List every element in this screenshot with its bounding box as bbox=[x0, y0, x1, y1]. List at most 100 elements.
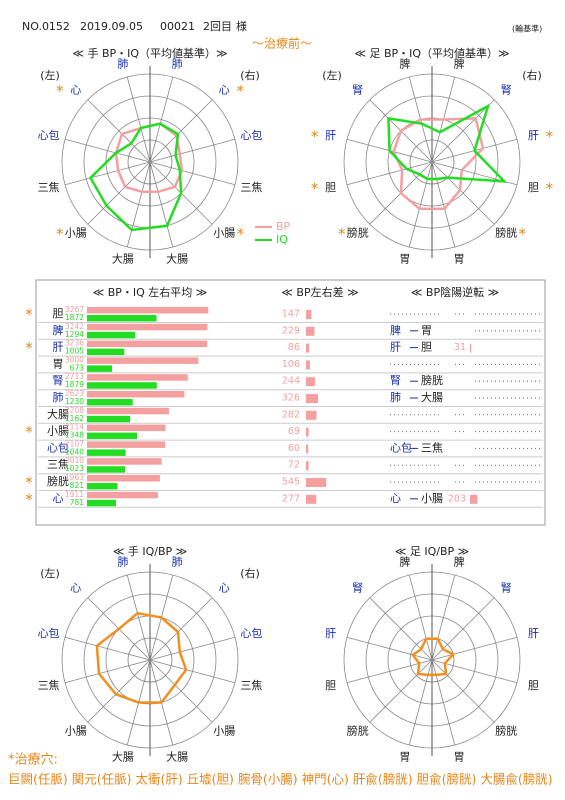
spoke bbox=[64, 659, 151, 684]
star: * bbox=[546, 180, 554, 198]
legend-label: BP bbox=[276, 220, 291, 233]
spoke bbox=[149, 636, 236, 661]
spoke bbox=[149, 597, 213, 661]
iq-value: 1294 bbox=[65, 330, 84, 339]
rev-to: 胆 bbox=[421, 341, 432, 354]
star: * bbox=[25, 306, 33, 324]
spoke-label: 胃 bbox=[454, 751, 465, 764]
meridian: 大腸 bbox=[47, 407, 69, 421]
rev-from: 脾 bbox=[390, 323, 401, 337]
legend-label: IQ bbox=[276, 233, 288, 246]
spoke-label: 小腸 bbox=[65, 724, 87, 737]
iq-value: 1005 bbox=[65, 347, 84, 356]
bp-value: 3267 bbox=[65, 305, 84, 314]
diff-value: 229 bbox=[282, 325, 300, 336]
diff-value: 244 bbox=[282, 376, 300, 387]
iq-value: 1230 bbox=[65, 397, 84, 406]
footer-label: *治療穴: bbox=[8, 753, 58, 768]
spoke-label: 心 bbox=[70, 84, 81, 97]
star: * bbox=[56, 225, 64, 243]
diff-value: 86 bbox=[288, 342, 300, 353]
spoke-label: 大腸 bbox=[166, 750, 188, 764]
iq-bar bbox=[87, 466, 125, 473]
series-line bbox=[95, 611, 188, 704]
diff-value: 326 bbox=[282, 393, 300, 404]
spoke bbox=[149, 659, 236, 684]
note: (輪基準) bbox=[512, 24, 542, 34]
left-label: (左) bbox=[40, 567, 60, 580]
diff-bar bbox=[306, 360, 310, 370]
spoke bbox=[149, 659, 213, 723]
spoke bbox=[126, 161, 151, 248]
bp-value: 2713 bbox=[65, 372, 84, 381]
right-label: (右) bbox=[240, 566, 260, 580]
diff-bar bbox=[306, 394, 319, 403]
spoke bbox=[408, 659, 433, 746]
right-label: (右) bbox=[522, 68, 542, 82]
bp-bar bbox=[87, 458, 162, 465]
spoke bbox=[408, 161, 433, 248]
spoke bbox=[431, 659, 495, 723]
spoke-label: 胆 bbox=[325, 679, 336, 692]
meridian: 胃 bbox=[53, 357, 64, 370]
spoke-label: 心 bbox=[219, 84, 230, 97]
table-frame bbox=[35, 279, 546, 526]
chart-title: ≪ 手 BP・IQ（平均値基準）≫ bbox=[72, 46, 227, 60]
star: * bbox=[546, 127, 554, 145]
iq-value: 673 bbox=[70, 363, 85, 372]
bp-value: 1963 bbox=[65, 473, 84, 482]
spoke-label: 肺 bbox=[117, 57, 128, 70]
star: * bbox=[518, 225, 526, 243]
diff-bar bbox=[306, 310, 312, 319]
spoke-label: 腎 bbox=[352, 84, 363, 97]
spoke-label: 肺 bbox=[117, 555, 128, 568]
diff-value: 282 bbox=[282, 409, 300, 420]
left-label: (左) bbox=[40, 69, 60, 82]
spoke bbox=[369, 659, 433, 723]
diff-value: 545 bbox=[282, 477, 300, 488]
bp-bar bbox=[87, 307, 209, 314]
rev-to: 三焦 bbox=[421, 441, 443, 454]
spoke bbox=[408, 574, 433, 661]
diff-value: 69 bbox=[288, 426, 300, 437]
bp-bar bbox=[87, 340, 208, 348]
date: 2019.09.05 bbox=[80, 20, 143, 33]
bp-value: 3242 bbox=[65, 322, 84, 331]
spoke bbox=[431, 99, 495, 163]
spoke bbox=[126, 76, 151, 163]
spoke-label: 大腸 bbox=[166, 252, 188, 266]
spoke bbox=[149, 161, 174, 248]
series-line bbox=[411, 637, 456, 677]
spoke-label: 胆 bbox=[325, 181, 336, 194]
iq-value: 1162 bbox=[65, 414, 84, 423]
spoke bbox=[431, 636, 518, 661]
rev-value: 31 bbox=[454, 342, 466, 353]
star: * bbox=[311, 127, 319, 145]
spoke-label: 脾 bbox=[399, 56, 410, 70]
chart-title: ≪ 足 BP・IQ（平均値基準）≫ bbox=[354, 46, 509, 60]
bp-value: 2114 bbox=[65, 423, 84, 432]
meridian: 小腸 bbox=[47, 425, 69, 438]
bp-bar bbox=[87, 441, 166, 448]
patient-id: 00021 bbox=[160, 20, 195, 33]
spoke bbox=[87, 99, 151, 163]
footer-points: 巨闕(任脈) 関元(任脈) 太衝(肝) 丘墟(胆) 腕骨(小腸) 神門(心) 肝… bbox=[8, 772, 553, 787]
spoke bbox=[431, 597, 495, 661]
spoke-label: 心 bbox=[219, 582, 230, 595]
meridian: 胆 bbox=[53, 307, 64, 320]
spoke-label: 腎 bbox=[501, 582, 512, 595]
spoke-label: 膀胱 bbox=[347, 723, 369, 737]
spoke-label: 膀胱 bbox=[495, 723, 517, 737]
diff-bar bbox=[306, 444, 309, 454]
bp-bar bbox=[87, 491, 158, 499]
iq-bar bbox=[87, 415, 131, 423]
spoke bbox=[346, 636, 433, 661]
spoke-label: 三焦 bbox=[38, 181, 60, 194]
rev-to: 胃 bbox=[421, 324, 432, 337]
spoke-label: 心包 bbox=[38, 627, 60, 640]
diff-value: 277 bbox=[282, 493, 300, 504]
diff-bar bbox=[306, 478, 327, 487]
rev-from: 腎 bbox=[390, 374, 401, 387]
spoke bbox=[64, 636, 151, 661]
